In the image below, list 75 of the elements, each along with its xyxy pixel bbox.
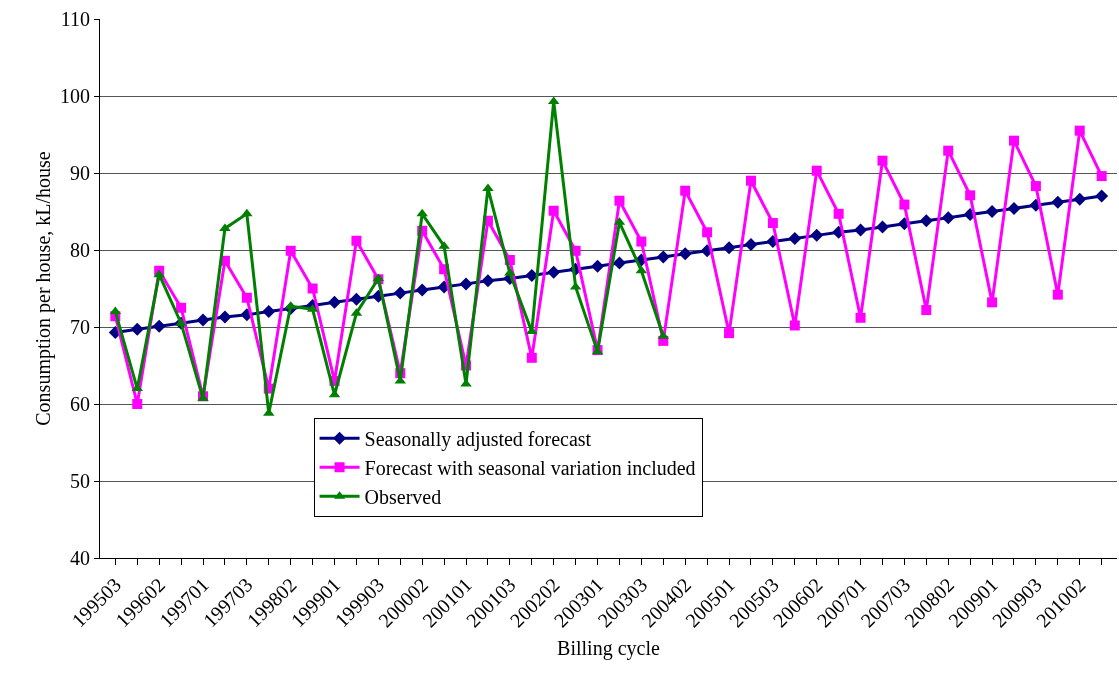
point (218, 310, 232, 324)
point (1052, 289, 1063, 300)
point (547, 265, 561, 279)
y-tick-label: 90 (70, 162, 90, 184)
point (919, 214, 933, 228)
point (285, 245, 296, 256)
point (153, 269, 165, 278)
y-tick-label: 110 (60, 8, 90, 30)
point (1051, 195, 1065, 209)
point (744, 238, 758, 252)
point (612, 256, 626, 270)
point (1008, 135, 1019, 146)
point (636, 236, 647, 247)
point (656, 250, 670, 264)
point (152, 319, 166, 333)
point (899, 199, 910, 210)
point (241, 292, 252, 303)
point (130, 322, 144, 336)
point (548, 205, 559, 216)
point (1030, 181, 1041, 192)
point (875, 220, 889, 234)
point (702, 227, 713, 238)
point (351, 235, 362, 246)
point (459, 277, 473, 291)
legend-label: Seasonally adjusted forecast (364, 428, 592, 452)
point (132, 399, 143, 409)
point (788, 231, 802, 245)
point (987, 297, 998, 308)
y-axis-title: Consumption per house, kL/house (32, 151, 55, 426)
point (481, 274, 495, 288)
point (415, 283, 429, 297)
point (1096, 171, 1107, 182)
point (680, 185, 691, 196)
point (724, 328, 735, 339)
y-tick-label: 40 (70, 547, 90, 569)
point (176, 302, 187, 313)
legend-label: Forecast with seasonal variation included (364, 457, 696, 480)
point (307, 283, 318, 294)
point (416, 208, 428, 217)
point (789, 320, 800, 331)
point (855, 312, 866, 323)
y-tick-label: 70 (70, 316, 90, 338)
point (767, 218, 778, 229)
point (1074, 125, 1085, 136)
legend-label: Observed (364, 486, 442, 509)
point (1073, 192, 1087, 206)
point (745, 175, 756, 186)
point (196, 313, 210, 327)
point (262, 305, 276, 319)
point (591, 259, 605, 273)
point (810, 228, 824, 242)
point (526, 352, 537, 363)
point (877, 155, 888, 166)
point (349, 292, 363, 306)
point (393, 286, 407, 300)
y-tick-label: 60 (70, 393, 90, 415)
point (941, 211, 955, 225)
y-tick-label: 80 (70, 239, 90, 261)
x-axis-title: Billing cycle (557, 636, 660, 660)
point (328, 295, 342, 309)
point (1095, 189, 1109, 203)
point (241, 208, 253, 217)
point (678, 247, 692, 261)
point (965, 190, 976, 201)
point (854, 223, 868, 237)
point (614, 195, 625, 206)
y-tick-label: 100 (60, 85, 90, 107)
point (921, 305, 932, 316)
point (985, 205, 999, 218)
point (722, 241, 736, 255)
y-tick-label: 50 (70, 470, 90, 492)
point (811, 165, 822, 176)
point (833, 208, 844, 219)
point (943, 145, 954, 156)
point (1007, 201, 1021, 215)
